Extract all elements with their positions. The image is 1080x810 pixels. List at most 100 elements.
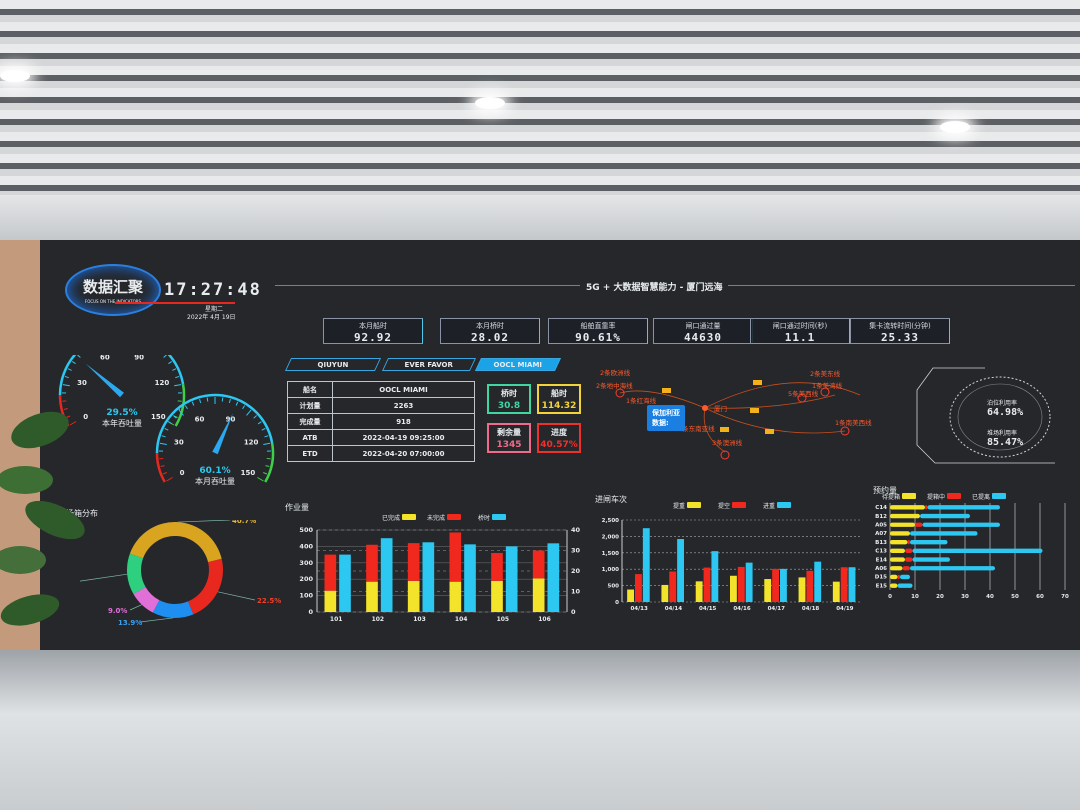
port-marker[interactable] [720, 450, 730, 460]
tab-label: EVER FAVOR [404, 361, 453, 369]
bar-crane-time [422, 542, 435, 612]
gauge-tick [62, 384, 70, 387]
legend-swatch [447, 514, 461, 520]
kpi-label: 闸口通过量 [685, 322, 721, 330]
tick-label: 30 [77, 379, 87, 387]
gauge-tick [174, 384, 182, 387]
bar-crane-time [339, 554, 351, 612]
util-label: 堆场利用率 [987, 430, 1018, 437]
tick-label: 20 [571, 567, 581, 575]
bar [927, 505, 1000, 510]
stat-label: 桥时 [501, 389, 517, 398]
route-label: 1条美湾线 [812, 382, 843, 390]
kpi-label: 本月船时 [359, 322, 387, 330]
x-tick-label: 105 [497, 616, 510, 623]
gauge-tick [221, 397, 224, 402]
route-label: 2条地中海线 [596, 382, 633, 390]
port-marker[interactable] [840, 426, 850, 436]
stat-value: 114.32 [541, 401, 577, 411]
clock-underline [115, 302, 235, 304]
bar [806, 570, 814, 602]
stat-label: 船时 [551, 389, 567, 398]
gauge-tick [71, 361, 76, 365]
port-marker[interactable] [615, 388, 625, 398]
stat-value: 40.57% [540, 440, 578, 450]
bar [897, 583, 913, 588]
tick-label: 400 [299, 542, 313, 550]
gauge-tick [69, 421, 77, 426]
kpi-card: 闸口通过量 44630 [653, 318, 753, 344]
stat-value: 1345 [496, 440, 522, 450]
kpi-card: 本月船时 92.92 [323, 318, 423, 344]
table-row: 完成量 918 [287, 413, 475, 430]
row-value: 918 [332, 413, 475, 430]
y-tick-label: C14 [875, 505, 887, 511]
tick-label: 10 [911, 594, 919, 600]
ship-tab[interactable]: EVER FAVOR [381, 358, 477, 371]
bar [890, 574, 898, 580]
bar [915, 522, 923, 527]
plant-decoration [0, 411, 85, 626]
gauge-tick [168, 361, 173, 365]
tick-label: 90 [134, 355, 144, 362]
bar [772, 568, 779, 602]
gauge-needle [212, 412, 234, 455]
ship-icons [662, 380, 774, 434]
bar [635, 574, 642, 602]
bar-uncompleted [366, 544, 378, 582]
logo-subtitle: FOCUS ON THE INDICATORS [84, 299, 142, 304]
bar-completed [407, 580, 420, 612]
legend-label: 桥时 [478, 514, 490, 522]
gauge-tick [235, 401, 239, 406]
y-tick-label: A07 [875, 531, 887, 537]
hub-marker[interactable] [702, 405, 708, 411]
x-tick-label: 106 [538, 616, 551, 623]
weekday: 星期二 [205, 306, 224, 313]
utilization-item: 泊位利用率 64.98% [987, 398, 1023, 418]
kpi-label: 船舶直靠率 [580, 322, 616, 330]
tick-label: 0 [308, 608, 313, 616]
tick-label: 0 [180, 469, 185, 477]
gauge-tick [64, 375, 69, 379]
ship-tab[interactable]: QIUYUN [284, 358, 382, 371]
ship-tab[interactable]: OOCL MIAMI [474, 358, 562, 371]
row-value: 2022-04-20 07:00:00 [332, 445, 475, 462]
route-label: 2条东南亚线 [678, 425, 715, 433]
bar [907, 539, 910, 545]
port-marker[interactable] [820, 387, 830, 397]
bar [910, 539, 948, 545]
map-tooltip: 保加利亚 数据: [647, 405, 685, 431]
gate-entry-chart: 提重 提空 进重 0 500 1,000 1,500 2,000 2,500 04/13 04/14… [602, 502, 862, 612]
bar [780, 568, 787, 602]
kpi-value: 25.33 [880, 331, 920, 344]
gauge-tick [166, 477, 173, 482]
y-tick-label: D15 [875, 575, 887, 581]
kpi-value: 28.02 [470, 331, 510, 344]
gauge-tick [178, 409, 184, 416]
data-label: 22.5% [257, 597, 281, 605]
tick-label: 0 [571, 608, 576, 616]
tick-label: 300 [299, 559, 313, 567]
legend-label: 提箱中 [927, 493, 945, 501]
bar [745, 562, 753, 602]
logo-title: 数据汇聚 [82, 278, 143, 296]
bar-completed [532, 578, 545, 612]
legend-swatch [492, 514, 506, 520]
date: 2022年 4月 19日 [187, 314, 236, 321]
gauge-tick [175, 375, 180, 379]
bar [737, 566, 745, 602]
gauge-needle [85, 363, 124, 398]
tick-label: 70 [1061, 594, 1069, 600]
gauge-arc [155, 393, 274, 454]
legend-label: 已完成 [382, 514, 400, 522]
gauge-tick [160, 465, 165, 468]
bar [711, 551, 719, 602]
route-label: 3条澳洲线 [712, 439, 743, 447]
bar-completed [449, 581, 462, 612]
gauge-tick [161, 435, 166, 438]
x-tick-label: 104 [455, 616, 468, 623]
bar-uncompleted [449, 532, 462, 582]
port-marker[interactable] [797, 393, 807, 403]
bar-crane-time [380, 538, 393, 612]
gauge-tick [263, 472, 268, 475]
